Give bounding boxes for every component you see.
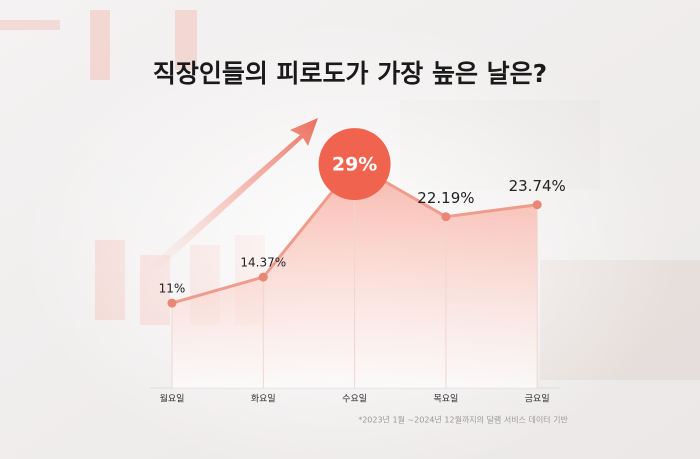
- x-tick-label: 목요일: [433, 394, 458, 405]
- footnote: *2023년 1월 ~2024년 12월까지의 달램 서비스 데이터 기반: [358, 415, 568, 425]
- point: [532, 200, 542, 210]
- x-tick-label: 금요일: [525, 394, 550, 405]
- point: [441, 212, 451, 222]
- peak-badge: [318, 128, 391, 201]
- data-label: 11%: [159, 282, 186, 296]
- trend-arrow: [150, 118, 318, 270]
- plot: 월요일 11% 화요일 14.37% 수요일 29% 목요일 22.19% 금요일 23.74%: [159, 128, 566, 405]
- data-label: 14.37%: [240, 256, 286, 270]
- data-label: 29%: [332, 154, 377, 176]
- x-tick-label: 수요일: [342, 394, 367, 405]
- point: [167, 298, 177, 308]
- point: [258, 272, 268, 282]
- x-tick-label: 화요일: [251, 394, 276, 405]
- x-tick-label: 월요일: [160, 393, 185, 405]
- data-label: 23.74%: [509, 177, 566, 195]
- data-label: 22.19%: [417, 189, 474, 207]
- chart-title: 직장인들의 피로도가 가장 높은 날은?: [153, 59, 547, 88]
